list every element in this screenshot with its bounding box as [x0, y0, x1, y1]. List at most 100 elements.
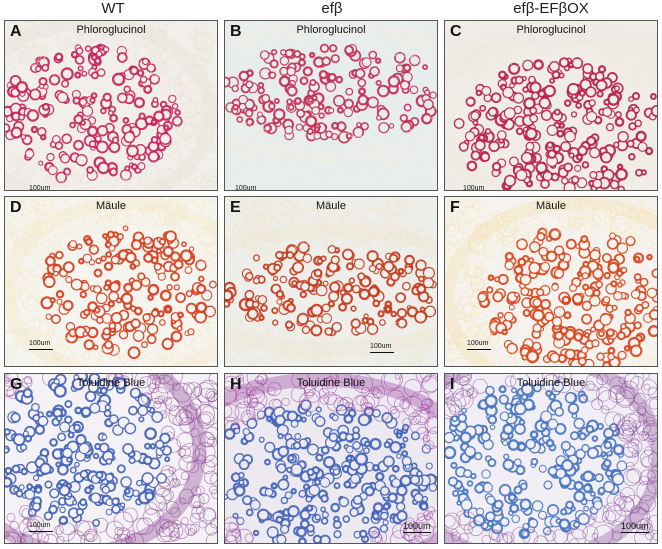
cell: [357, 272, 366, 281]
cell: [158, 184, 168, 190]
cell: [79, 98, 88, 107]
cell: [335, 75, 344, 84]
cell: [57, 337, 72, 352]
cell: [545, 41, 559, 55]
micrograph-panel-e: E Mäule 100um: [224, 196, 438, 367]
cell: [270, 482, 278, 490]
cell: [225, 125, 231, 133]
cell: [606, 206, 618, 218]
cell: [639, 277, 649, 287]
cell: [423, 277, 435, 289]
cell: [633, 255, 641, 263]
cell: [450, 461, 458, 469]
cell: [320, 517, 329, 525]
cell: [298, 537, 307, 543]
cell: [67, 431, 75, 439]
cell: [20, 316, 30, 326]
cell: [250, 220, 259, 229]
cell: [237, 341, 250, 353]
cell: [372, 299, 381, 308]
cell: [634, 168, 643, 177]
cell: [558, 201, 569, 212]
cell: [594, 473, 604, 483]
cell: [652, 357, 657, 366]
cell: [320, 255, 327, 262]
cell: [638, 407, 647, 416]
cell: [620, 380, 639, 399]
cell: [169, 530, 181, 542]
cell: [610, 280, 618, 288]
cell: [475, 89, 483, 97]
cell: [139, 75, 148, 84]
cell: [246, 386, 256, 396]
cell: [424, 440, 435, 450]
cell: [225, 531, 242, 543]
cell: [148, 382, 160, 394]
cell: [590, 25, 601, 35]
cell: [282, 474, 289, 481]
cell: [144, 491, 155, 502]
cell: [260, 304, 268, 312]
cell: [27, 210, 38, 221]
cell: [257, 111, 263, 118]
cell: [103, 261, 114, 272]
cell: [601, 50, 618, 67]
cell: [608, 21, 625, 35]
cell: [208, 175, 217, 190]
panel-letter: C: [450, 23, 462, 40]
cell: [225, 219, 230, 230]
cell: [616, 331, 626, 341]
cell: [349, 507, 359, 518]
cell: [122, 197, 137, 211]
cell: [269, 59, 279, 69]
cell: [495, 45, 510, 61]
cell: [477, 292, 488, 303]
cell: [290, 231, 299, 240]
cell: [637, 141, 648, 152]
scale-bar-label: 100um: [235, 185, 257, 191]
scale-bar-label: 100um: [463, 185, 485, 191]
cell: [232, 352, 246, 366]
cell: [92, 452, 100, 460]
cell: [84, 237, 94, 247]
cell: [137, 394, 149, 406]
cell: [507, 48, 517, 59]
cell: [447, 34, 461, 48]
cell: [427, 160, 437, 178]
cell: [242, 45, 260, 64]
cell: [203, 83, 217, 97]
cell: [170, 507, 181, 518]
cell: [235, 387, 254, 406]
cell: [645, 158, 657, 179]
cell: [445, 257, 454, 266]
cell: [101, 485, 110, 494]
cell: [236, 116, 244, 123]
cell: [149, 443, 157, 450]
cell: [272, 180, 284, 190]
cell: [630, 289, 641, 300]
cell: [198, 75, 209, 86]
cell: [164, 305, 172, 313]
cell: [513, 22, 520, 30]
cell: [15, 162, 34, 181]
cell: [55, 482, 63, 490]
cell: [45, 313, 52, 320]
cell: [186, 356, 196, 366]
cell: [445, 374, 455, 380]
cell: [381, 352, 397, 366]
cell: [536, 288, 545, 297]
cell: [22, 388, 33, 399]
cell: [5, 156, 22, 175]
cell: [225, 21, 236, 33]
cell: [294, 349, 303, 358]
cell: [168, 406, 189, 426]
cell: [156, 167, 174, 186]
cell: [233, 197, 255, 211]
cell: [394, 225, 403, 234]
cell: [321, 511, 329, 519]
cell: [105, 251, 112, 258]
cell: [491, 161, 502, 172]
cell: [525, 141, 535, 151]
cell: [466, 388, 474, 397]
cell: [532, 323, 542, 333]
